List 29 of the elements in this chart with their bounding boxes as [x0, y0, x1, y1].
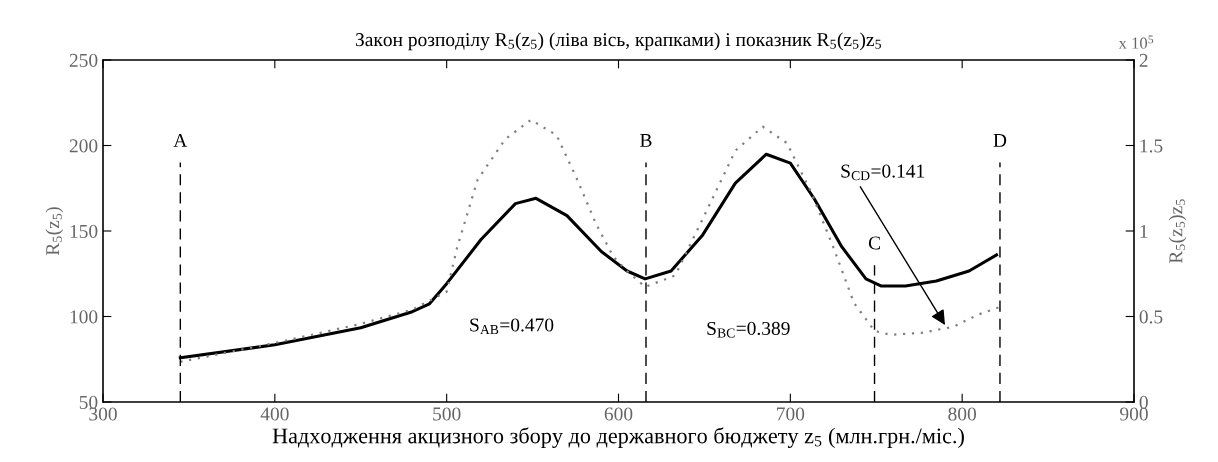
y-tick-label: 150	[70, 224, 98, 238]
x-tick-label: 400	[260, 407, 289, 421]
y2-tick-label: 0	[1139, 395, 1148, 409]
chart-title: Закон розподілу R$_{5}$(z$_{5}$) (ліва вісь, крапками) і показник R$_{5}$(z$_{5}$)z$_{5}$	[355, 32, 881, 51]
y-tick-label: 100	[70, 310, 98, 324]
y2-axis-title: R$_{5}$(z$_{5}$)z$_{5}$	[1168, 199, 1187, 264]
x-tick-label: 500	[433, 407, 461, 421]
y-tick-label: 250	[69, 53, 98, 67]
ref-line-label: C	[868, 236, 880, 250]
x-tick-label: 700	[777, 407, 805, 421]
x-tick-label: 900	[1120, 407, 1148, 421]
y-axis-title: R$_{5}$(z$_{5}$)	[45, 207, 64, 256]
annotation: S$_{BC}$=0.389	[707, 321, 790, 338]
annotation: S$_{AB}$=0.470	[470, 318, 554, 335]
ref-line-label: A	[173, 133, 188, 147]
y-tick-label: 50	[79, 395, 98, 409]
text: x 10$^{5}$	[1118, 35, 1154, 49]
x-tick-label: 600	[604, 407, 633, 421]
annotation: S$_{CD}$=0.141	[841, 164, 925, 181]
y2-tick-label: 2	[1139, 53, 1148, 67]
x-tick-label: 300	[89, 407, 117, 421]
x-tick-label: 800	[948, 407, 977, 421]
y-tick-label: 200	[69, 139, 98, 153]
ref-line-label: D	[993, 134, 1007, 147]
y2-tick-label: 0.5	[1139, 310, 1163, 324]
y2-tick-label: 1	[1140, 224, 1148, 238]
ref-line-label: B	[640, 134, 652, 147]
y2-tick-label: 1.5	[1140, 139, 1163, 153]
x-axis-title: Надходження акцизного збору до державного бюджету z$_{5}$ (млн.грн./міс.)	[272, 427, 964, 448]
